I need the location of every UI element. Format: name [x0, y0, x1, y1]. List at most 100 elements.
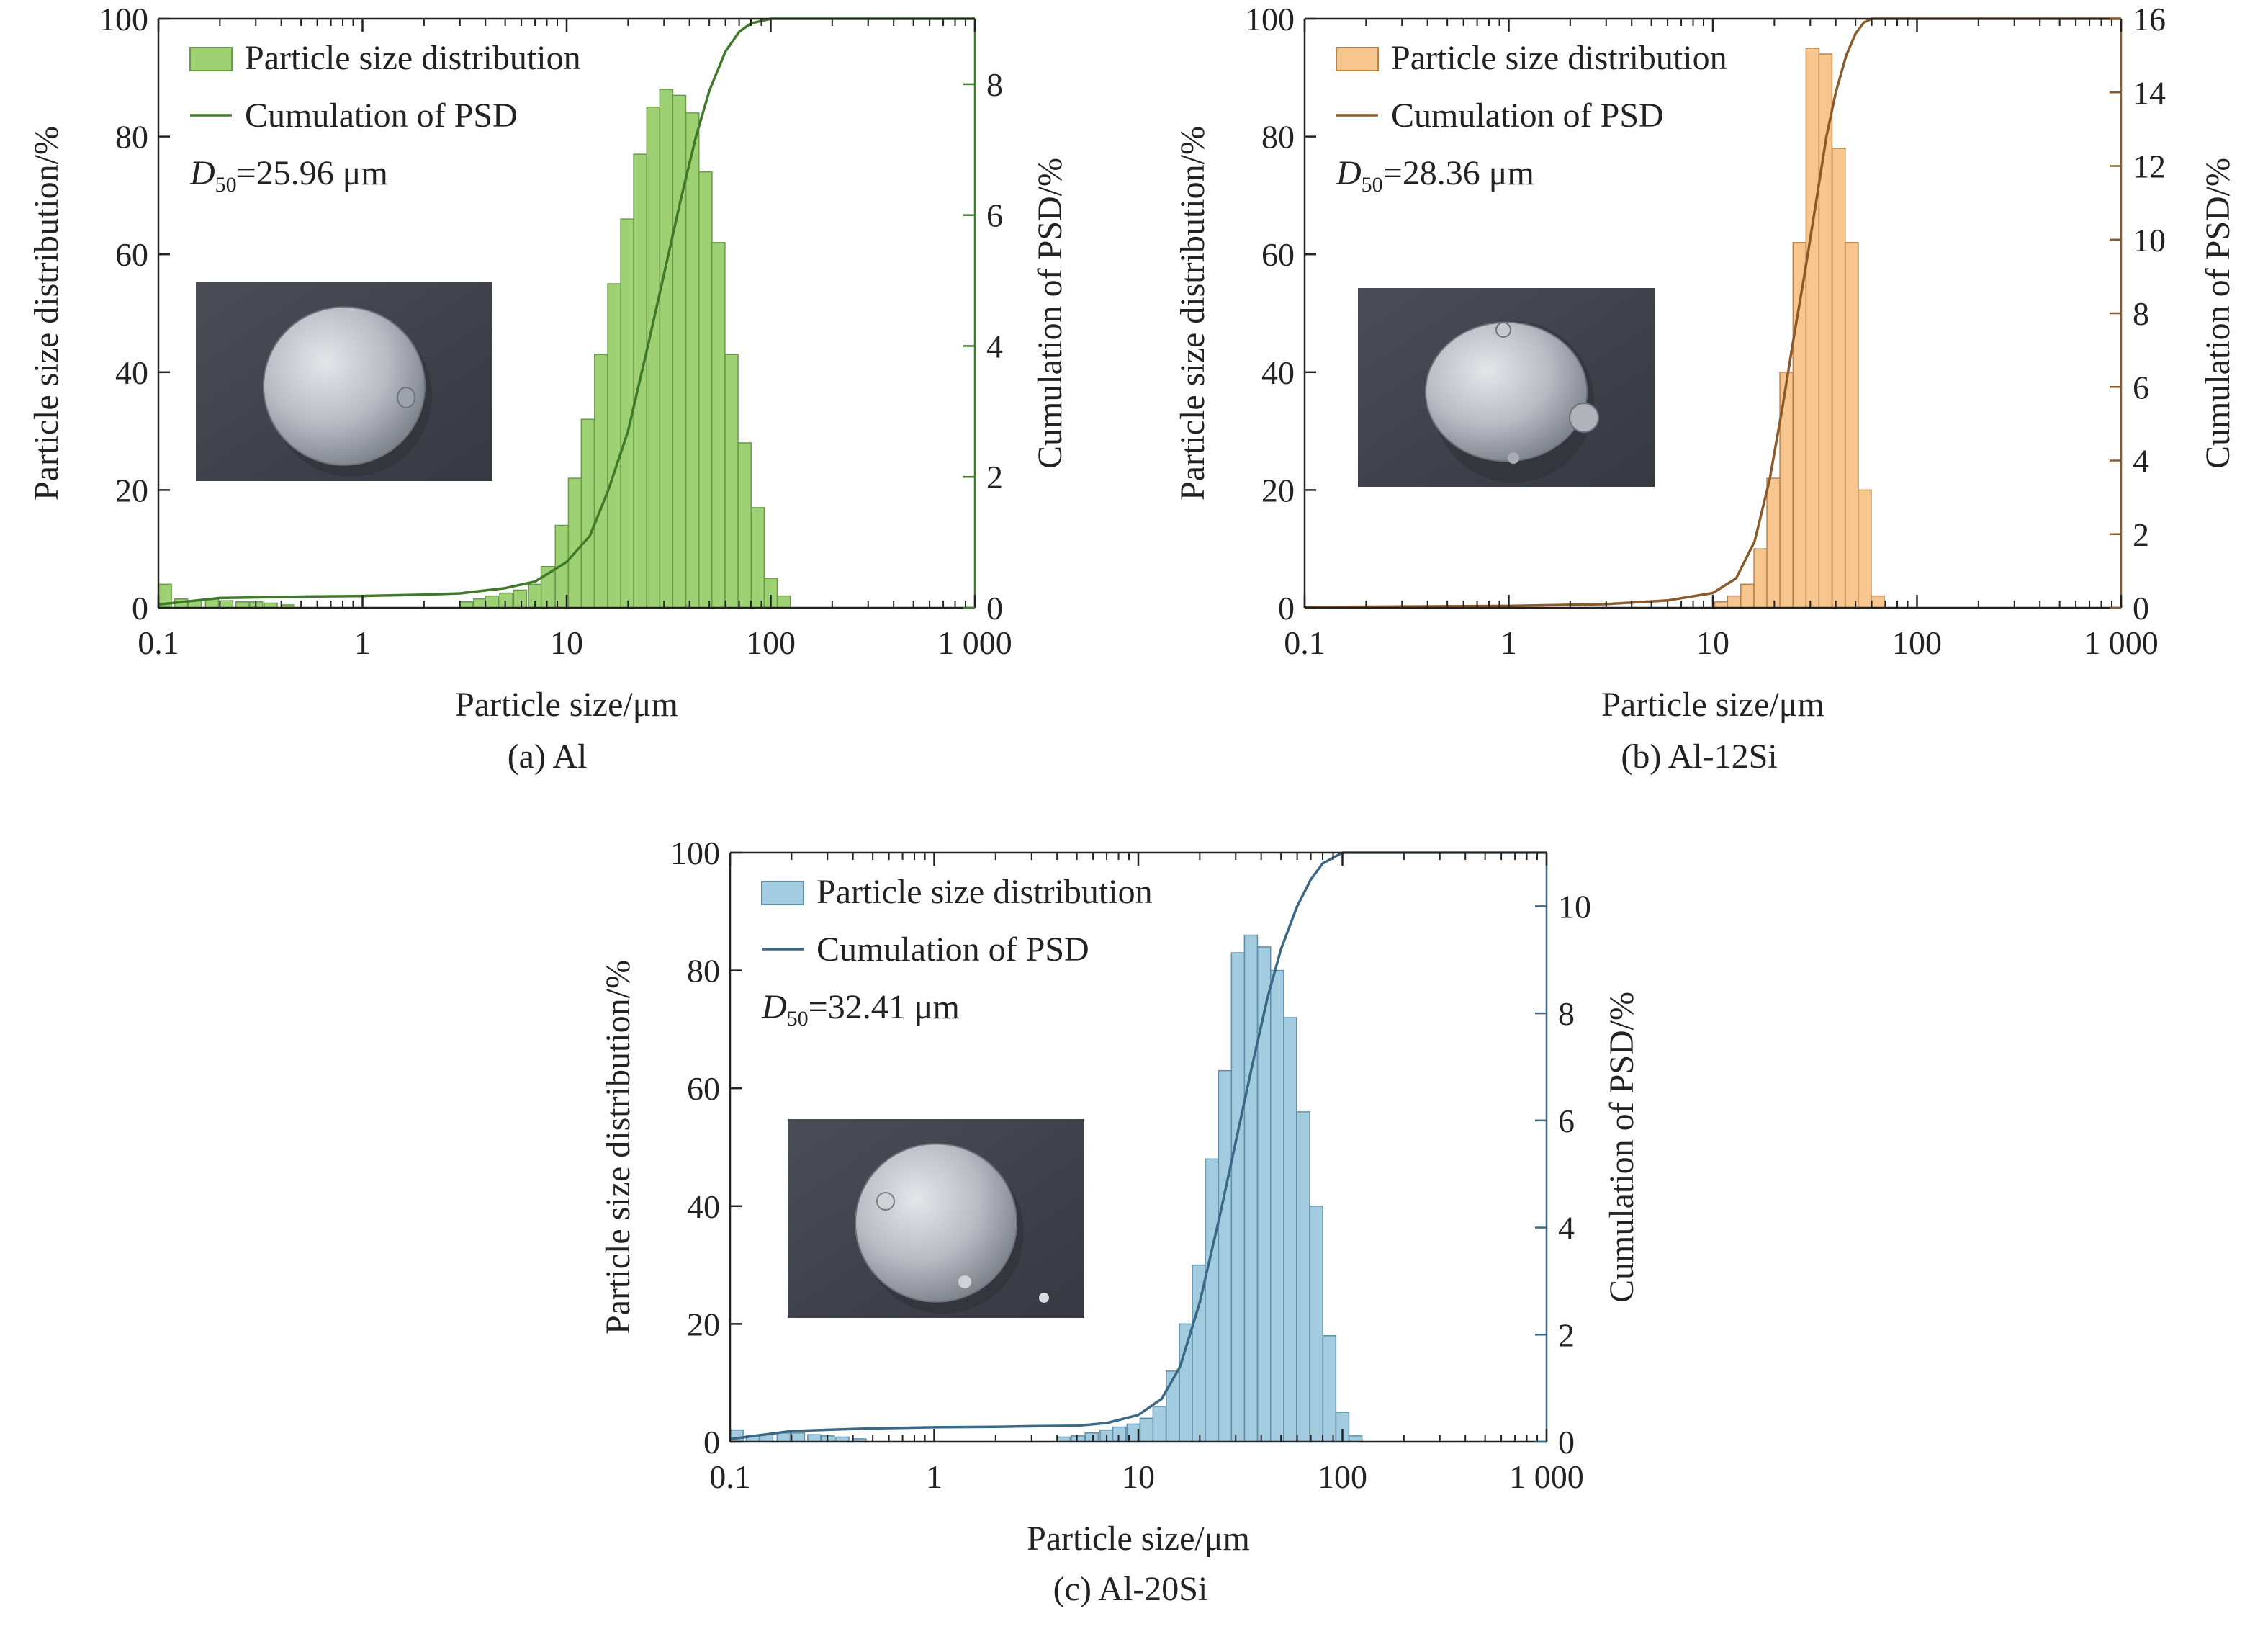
legend-bar-swatch	[189, 47, 233, 71]
y-tick-label: 40	[115, 354, 148, 391]
x-tick-label: 0.1	[138, 624, 179, 661]
cumulative-psd-line	[1304, 17, 2121, 609]
y2-tick-label: 6	[2133, 369, 2149, 405]
satellite-particle	[1569, 403, 1599, 433]
panel-caption: (b) Al-12Si	[1621, 737, 1777, 776]
d50-subscript: 50	[787, 1007, 809, 1031]
y-tick-label: 60	[1261, 236, 1295, 273]
histogram-bar	[1205, 1158, 1219, 1442]
histogram-bar	[472, 598, 487, 609]
d50-value: =32.41 μm	[809, 988, 960, 1026]
y-tick-label: 20	[687, 1306, 720, 1342]
histogram-bar	[1139, 1417, 1154, 1442]
y2-axis-label: Cumulation of PSD/%	[1603, 992, 1641, 1303]
histogram-bar	[1112, 1426, 1127, 1442]
histogram-bar	[1218, 1069, 1233, 1442]
satellite-particle	[397, 387, 415, 408]
y2-tick-label: 0	[1558, 1424, 1575, 1460]
chart-panel-0: 0.1 1 10 100 1 00002040608010002468Particle …	[27, 1, 1069, 776]
histogram-bar	[807, 1434, 822, 1442]
histogram-bar	[737, 442, 752, 609]
x-tick-label: 1 000	[2084, 624, 2159, 661]
histogram-bar	[791, 1432, 806, 1442]
histogram-bar	[1740, 583, 1755, 609]
y2-tick-label: 4	[986, 328, 1003, 364]
y-tick-label: 100	[1245, 1, 1295, 37]
y2-axis-label: Cumulation of PSD/%	[2199, 158, 2237, 469]
loose-fine-particle	[1039, 1293, 1049, 1303]
surface-nodule	[876, 1192, 895, 1211]
histogram-bar	[1871, 595, 1885, 609]
y2-tick-label: 2	[1558, 1316, 1575, 1353]
histogram-bar	[594, 354, 608, 609]
y2-tick-label: 10	[2133, 222, 2166, 259]
legend-bar-label: Particle size distribution	[245, 39, 581, 77]
d50-symbol: D	[761, 988, 787, 1026]
histogram-bar	[1152, 1406, 1167, 1442]
histogram-bar	[607, 283, 621, 609]
y2-tick-label: 6	[1558, 1103, 1575, 1139]
legend-bar-label: Particle size distribution	[1391, 39, 1727, 77]
y-tick-label: 0	[1278, 590, 1295, 627]
y-tick-label: 80	[687, 953, 720, 989]
x-tick-label: 1	[1500, 624, 1517, 661]
histogram-bar	[698, 171, 713, 609]
legend-line-label: Cumulation of PSD	[245, 97, 518, 135]
y-tick-label: 20	[115, 472, 148, 508]
x-tick-label: 1	[926, 1458, 942, 1495]
histogram-bar	[659, 89, 674, 609]
histogram-bar	[1243, 934, 1259, 1442]
d50-symbol: D	[1336, 154, 1362, 192]
d50-symbol: D	[189, 154, 215, 192]
histogram-bar	[750, 507, 765, 609]
histogram-bar	[1296, 1111, 1310, 1442]
histogram-bar	[1283, 1017, 1297, 1442]
histogram-bar	[219, 600, 234, 609]
y2-tick-label: 0	[986, 590, 1003, 627]
histogram-bar	[499, 592, 513, 609]
satellite-particle	[1495, 322, 1511, 338]
d50-subscript: 50	[1362, 173, 1383, 197]
y2-tick-label: 10	[1558, 888, 1591, 925]
chart-panel-1: 0.1 1 10 100 1 0000204060801000246810121416P…	[1174, 1, 2237, 776]
histogram-bar	[1753, 548, 1768, 609]
y-tick-label: 100	[99, 1, 148, 37]
particle-sphere	[1425, 321, 1588, 462]
histogram-bar	[1858, 489, 1872, 609]
histogram-bar	[776, 595, 791, 609]
d50-annotation: D50=32.41 μm	[761, 988, 960, 1031]
histogram-bar	[1179, 1323, 1193, 1442]
d50-value: =28.36 μm	[1383, 154, 1534, 192]
cumulative-psd-line	[158, 17, 975, 606]
x-axis-label: Particle size/μm	[1027, 1520, 1250, 1558]
histogram-bar	[1230, 952, 1246, 1442]
histogram-bar	[1309, 1206, 1323, 1442]
histogram-bar	[513, 589, 528, 609]
satellite-particle	[1508, 452, 1519, 464]
legend-bar-label: Particle size distribution	[816, 873, 1153, 911]
histogram-bar	[776, 1432, 791, 1442]
histogram-bar	[711, 242, 726, 609]
y2-tick-label: 0	[2133, 590, 2149, 627]
y2-tick-label: 8	[986, 66, 1003, 103]
x-tick-label: 10	[1696, 624, 1729, 661]
histogram-bar	[1845, 242, 1859, 609]
x-tick-label: 100	[1892, 624, 1942, 661]
y2-tick-label: 12	[2133, 148, 2166, 185]
y-tick-label: 40	[1261, 354, 1295, 391]
particle-sphere	[263, 306, 426, 466]
y2-tick-label: 6	[986, 197, 1003, 234]
x-tick-label: 1	[354, 624, 371, 661]
chart-panels: 0.1 1 10 100 1 00002040608010002468Particle …	[27, 1, 2237, 1608]
legend-bar-swatch	[1336, 47, 1379, 71]
histogram-bar	[1831, 148, 1846, 609]
d50-value: =25.96 μm	[237, 154, 388, 192]
panel-caption: (c) Al-20Si	[1053, 1570, 1208, 1608]
legend-bar-swatch	[761, 881, 804, 905]
y-axis-label: Particle size distribution/%	[599, 960, 637, 1334]
panel-caption: (a) Al	[508, 737, 588, 776]
histogram-bar	[685, 112, 700, 609]
y-tick-label: 80	[1261, 119, 1295, 156]
y-tick-label: 40	[687, 1188, 720, 1225]
